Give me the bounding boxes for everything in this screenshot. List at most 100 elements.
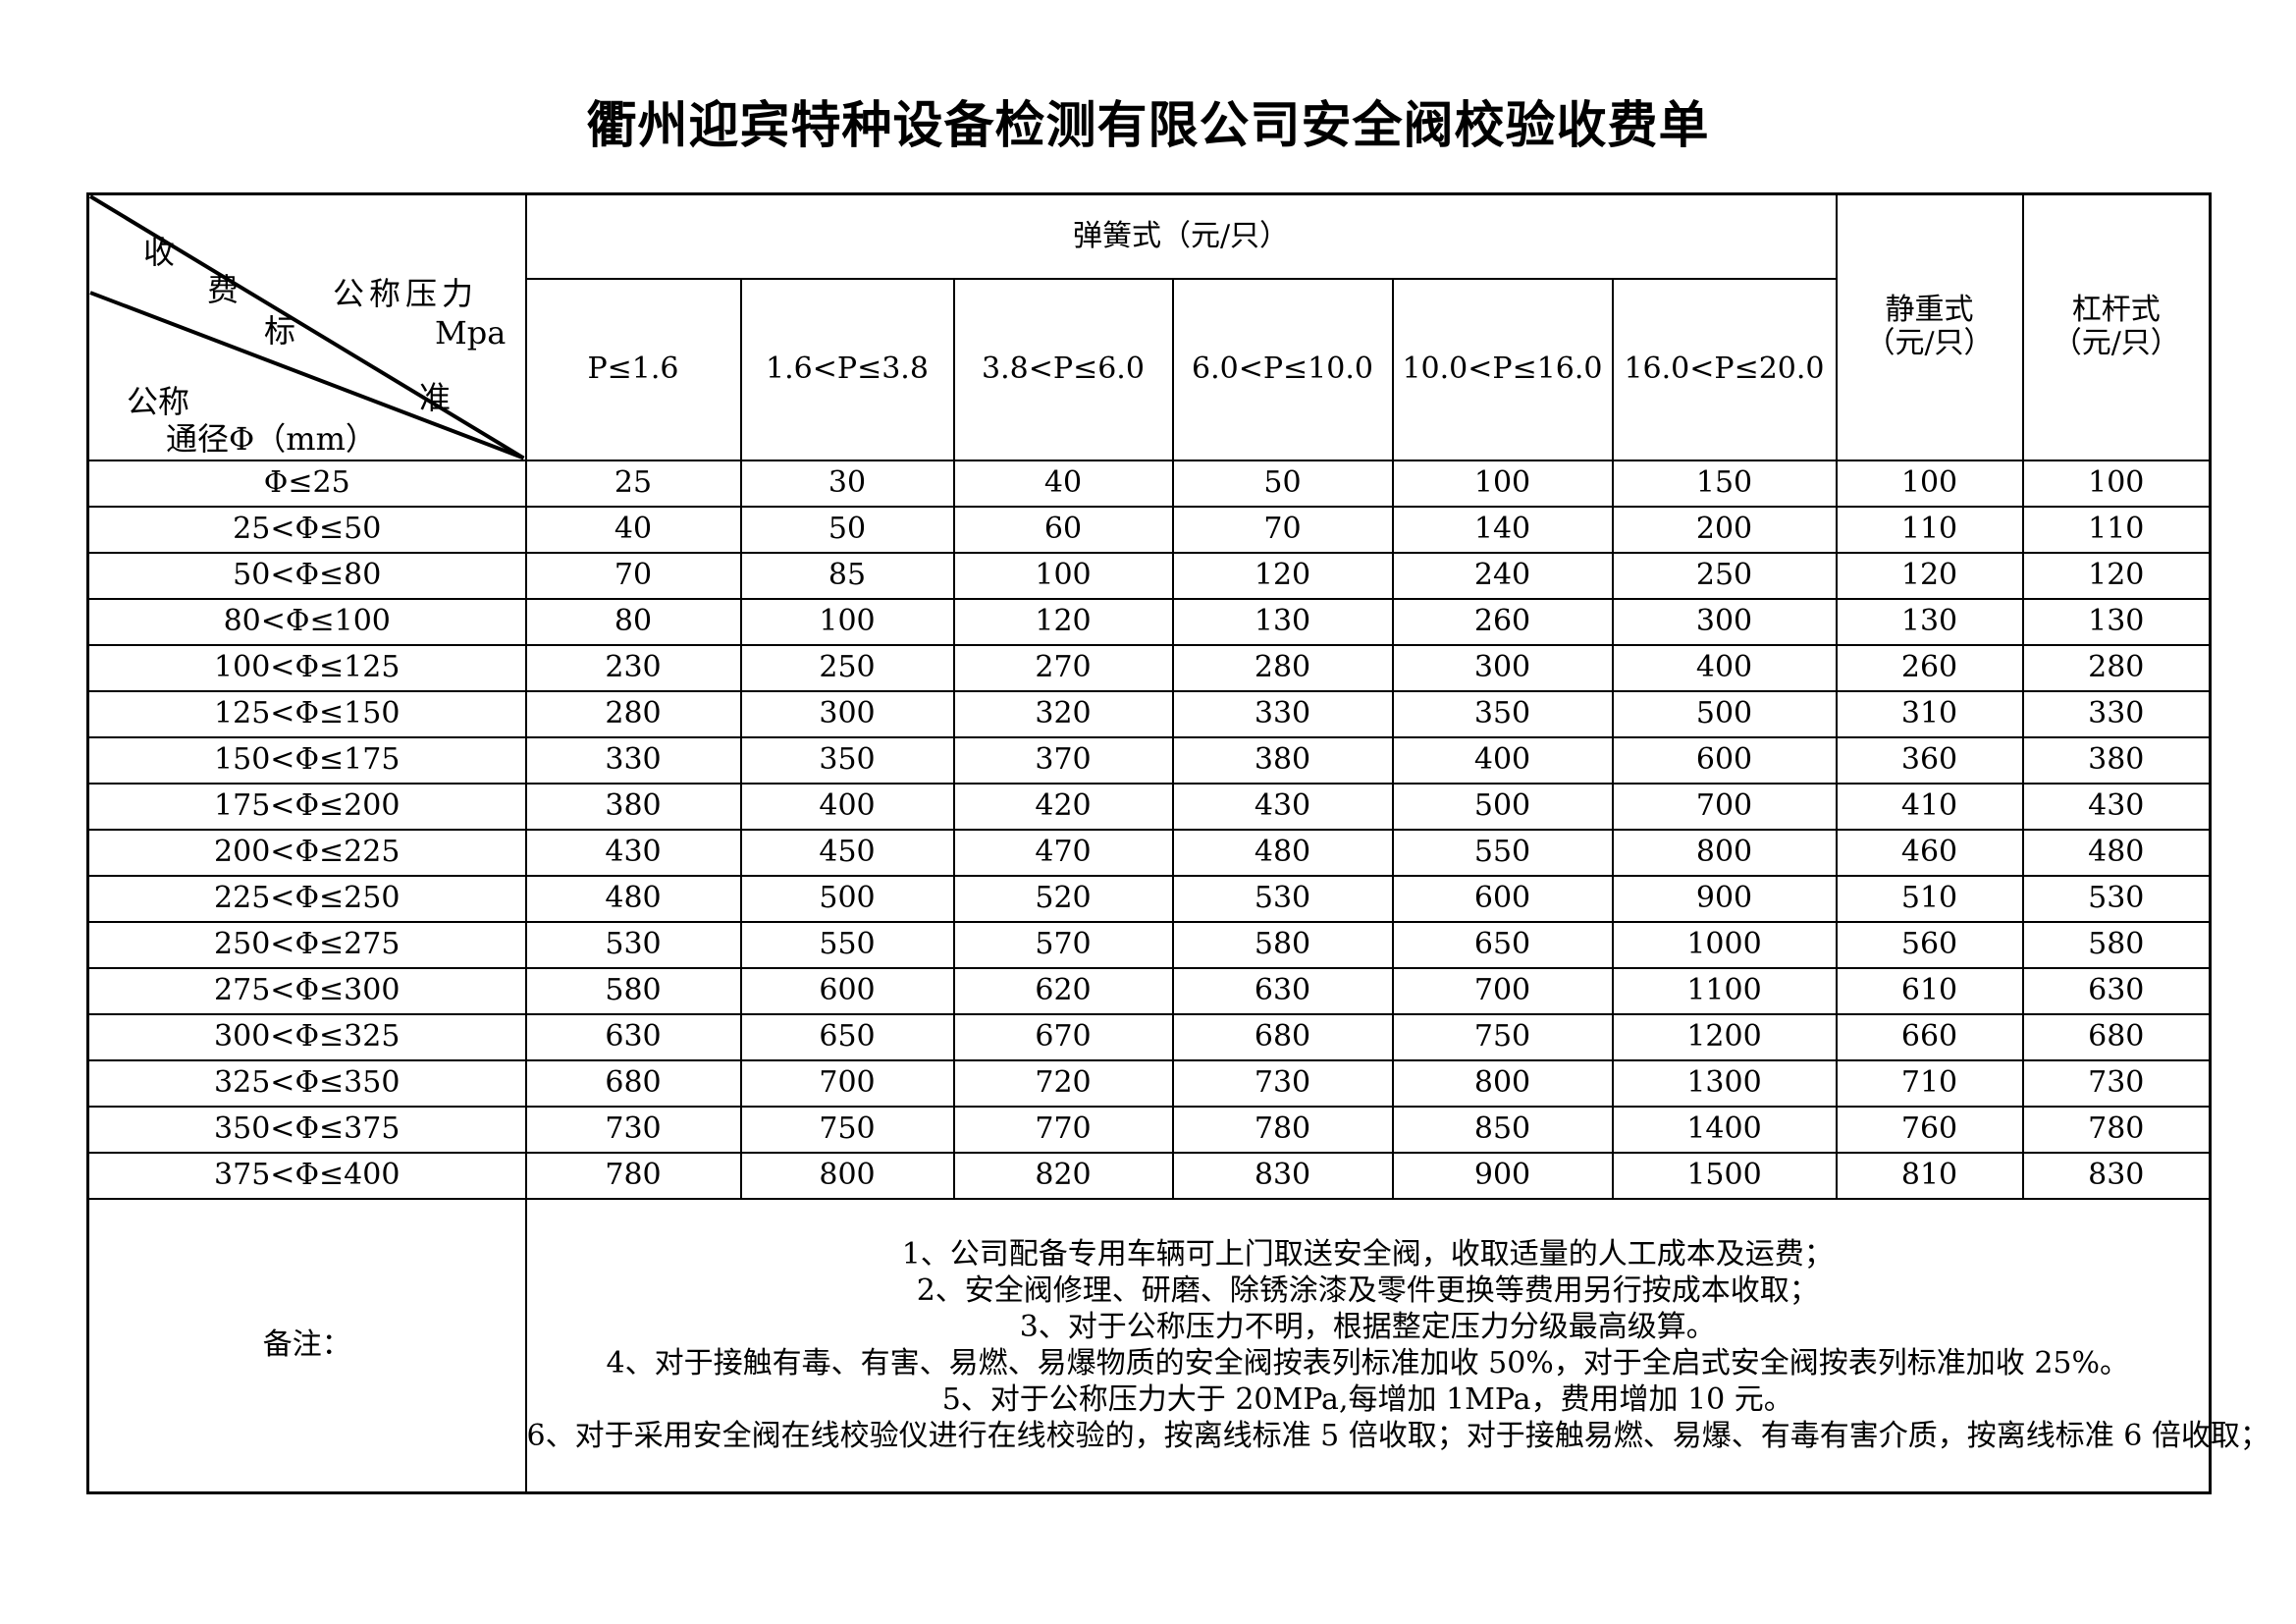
- fee-value-cell: 300: [1611, 597, 1838, 646]
- fee-value-cell: 330: [524, 735, 742, 785]
- table-row: 50<Φ≤80 70 85 100 120 240 250 120 120: [86, 551, 2212, 600]
- fee-value-cell: 580: [524, 966, 742, 1015]
- fee-value-cell: 25: [524, 459, 742, 508]
- fee-value-cell: 680: [524, 1058, 742, 1108]
- fee-value-cell: 100: [952, 551, 1174, 600]
- diameter-range-label: 25<Φ≤50: [86, 505, 527, 554]
- fee-value-cell: 1000: [1611, 920, 1838, 969]
- corner-pressure-label: 公称压力: [333, 275, 479, 312]
- diameter-range-label: 275<Φ≤300: [86, 966, 527, 1015]
- fee-value-cell: 1300: [1611, 1058, 1838, 1108]
- pressure-range-header: 10.0<P≤16.0: [1391, 277, 1614, 461]
- fee-value-cell: 250: [1611, 551, 1838, 600]
- fee-value-cell: 280: [524, 689, 742, 738]
- fee-value-cell: 680: [1171, 1012, 1394, 1061]
- fee-value-cell: 720: [952, 1058, 1174, 1108]
- diameter-range-label: 200<Φ≤225: [86, 828, 527, 877]
- fee-value-cell: 500: [739, 874, 955, 923]
- remark-line: 6、对于采用安全阀在线校验仪进行在线校验的，按离线标准 5 倍收取；对于接触易燃…: [526, 1419, 2269, 1454]
- page-title: 衢州迎宾特种设备检测有限公司安全阀校验收费单: [586, 97, 1710, 155]
- fee-value-cell: 310: [1835, 689, 2024, 738]
- pressure-range-header: 16.0<P≤20.0: [1611, 277, 1838, 461]
- fee-value-cell: 550: [739, 920, 955, 969]
- fee-value-cell: 700: [739, 1058, 955, 1108]
- diameter-range-label: 375<Φ≤400: [86, 1151, 527, 1200]
- fee-value-cell: 50: [739, 505, 955, 554]
- header-row-top: 收 费 标 准 公称压力 Mpa 公称 通径Φ（mm） 弹簧式（元/只） 静重式…: [86, 192, 2212, 461]
- table-row: 175<Φ≤200 380 400 420 430 500 700 410 430: [86, 782, 2212, 831]
- fee-value-cell: 70: [524, 551, 742, 600]
- fee-value-cell: 500: [1611, 689, 1838, 738]
- fee-value-cell: 570: [952, 920, 1174, 969]
- pressure-range-header: 6.0<P≤10.0: [1171, 277, 1394, 461]
- fee-value-cell: 380: [2021, 735, 2212, 785]
- fee-value-cell: 630: [524, 1012, 742, 1061]
- fee-value-cell: 100: [1391, 459, 1614, 508]
- diameter-range-label: 175<Φ≤200: [86, 782, 527, 831]
- diameter-range-label: 350<Φ≤375: [86, 1105, 527, 1154]
- fee-value-cell: 370: [952, 735, 1174, 785]
- fee-value-cell: 830: [1171, 1151, 1394, 1200]
- fee-value-cell: 900: [1391, 1151, 1614, 1200]
- fee-value-cell: 730: [2021, 1058, 2212, 1108]
- remark-line: 1、公司配备专用车辆可上门取送安全阀，收取适量的人工成本及运费；: [901, 1237, 1834, 1272]
- fee-value-cell: 730: [1171, 1058, 1394, 1108]
- fee-value-cell: 420: [952, 782, 1174, 831]
- fee-value-cell: 330: [2021, 689, 2212, 738]
- fee-value-cell: 300: [739, 689, 955, 738]
- remarks-text: 1、公司配备专用车辆可上门取送安全阀，收取适量的人工成本及运费； 2、安全阀修理、…: [526, 1236, 2269, 1454]
- fee-value-cell: 800: [1611, 828, 1838, 877]
- diameter-range-label: 50<Φ≤80: [86, 551, 527, 600]
- fee-value-cell: 80: [524, 597, 742, 646]
- diameter-range-label: 225<Φ≤250: [86, 874, 527, 923]
- fee-value-cell: 660: [1835, 1012, 2024, 1061]
- fee-value-cell: 240: [1391, 551, 1614, 600]
- fee-value-cell: 530: [1171, 874, 1394, 923]
- fee-value-cell: 410: [1835, 782, 2024, 831]
- remarks-label-cell: 备注：: [86, 1197, 527, 1494]
- diagonal-divider-lines: [89, 195, 525, 460]
- fee-value-cell: 50: [1171, 459, 1394, 508]
- table-row: 125<Φ≤150 280 300 320 330 350 500 310 330: [86, 689, 2212, 738]
- fee-value-cell: 730: [524, 1105, 742, 1154]
- fee-value-cell: 680: [2021, 1012, 2212, 1061]
- fee-value-cell: 130: [1835, 597, 2024, 646]
- fee-value-cell: 600: [1391, 874, 1614, 923]
- fee-value-cell: 750: [739, 1105, 955, 1154]
- fee-value-cell: 620: [952, 966, 1174, 1015]
- fee-value-cell: 400: [739, 782, 955, 831]
- fee-value-cell: 100: [739, 597, 955, 646]
- fee-value-cell: 520: [952, 874, 1174, 923]
- fee-value-cell: 580: [1171, 920, 1394, 969]
- fee-value-cell: 350: [1391, 689, 1614, 738]
- fee-value-cell: 810: [1835, 1151, 2024, 1200]
- corner-diameter-label-1: 公称: [127, 383, 190, 420]
- fee-value-cell: 430: [524, 828, 742, 877]
- pressure-range-header: 3.8<P≤6.0: [952, 277, 1174, 461]
- fee-value-cell: 100: [1835, 459, 2024, 508]
- table-row: 150<Φ≤175 330 350 370 380 400 600 360 380: [86, 735, 2212, 785]
- fee-value-cell: 360: [1835, 735, 2024, 785]
- fee-value-cell: 580: [2021, 920, 2212, 969]
- fee-value-cell: 650: [1391, 920, 1614, 969]
- fee-value-cell: 330: [1171, 689, 1394, 738]
- pressure-range-header: P≤1.6: [524, 277, 742, 461]
- fee-value-cell: 700: [1391, 966, 1614, 1015]
- fee-value-cell: 530: [2021, 874, 2212, 923]
- fee-value-cell: 1200: [1611, 1012, 1838, 1061]
- corner-pressure-unit: Mpa: [435, 314, 507, 352]
- lever-header-line1: 杠杆式: [2071, 292, 2161, 327]
- remark-line: 2、安全阀修理、研磨、除锈涂漆及零件更换等费用另行按成本收取；: [916, 1273, 1819, 1309]
- table-row: 200<Φ≤225 430 450 470 480 550 800 460 480: [86, 828, 2212, 877]
- fee-value-cell: 400: [1391, 735, 1614, 785]
- diameter-range-label: 250<Φ≤275: [86, 920, 527, 969]
- fee-value-cell: 670: [952, 1012, 1174, 1061]
- corner-fee-char: 费: [207, 271, 240, 308]
- fee-table-body: Φ≤25 25 30 40 50 100 150 100 100 25<Φ≤50 40 50 60 70 1…: [86, 459, 2212, 1200]
- fee-value-cell: 900: [1611, 874, 1838, 923]
- fee-value-cell: 780: [524, 1151, 742, 1200]
- fee-value-cell: 260: [1835, 643, 2024, 692]
- fee-value-cell: 770: [952, 1105, 1174, 1154]
- table-row: Φ≤25 25 30 40 50 100 150 100 100: [86, 459, 2212, 508]
